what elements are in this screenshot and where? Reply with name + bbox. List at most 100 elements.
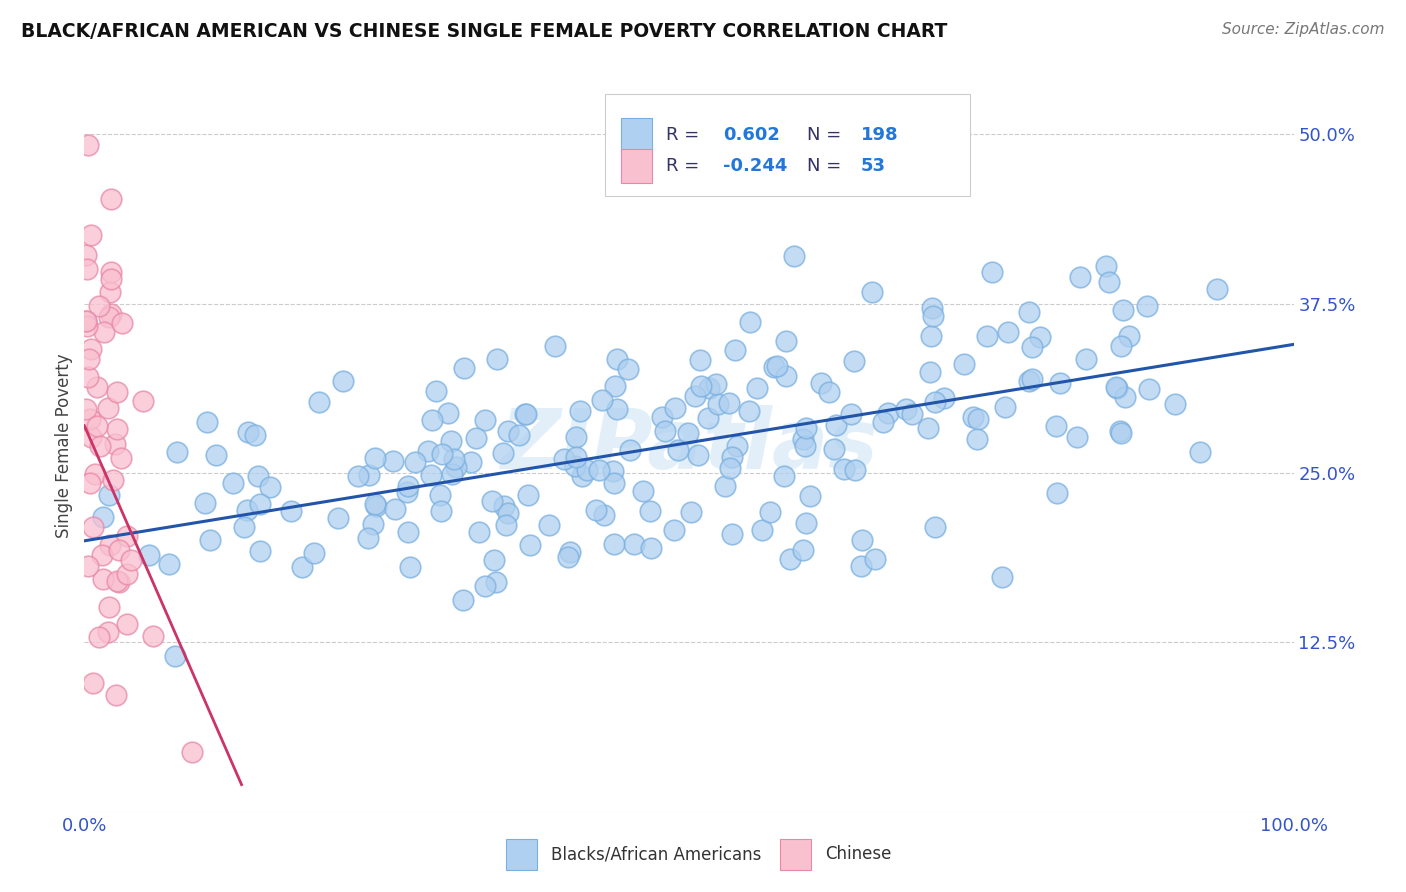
Point (569, 404, 592, 418)
Point (1069, 270, 1091, 285)
Point (707, 397, 730, 411)
Point (810, 376, 832, 391)
Point (631, 483, 654, 498)
Point (720, 450, 742, 464)
Point (205, 449, 228, 463)
Point (1029, 330, 1052, 344)
Point (920, 329, 942, 343)
Point (100, 192, 122, 206)
Point (361, 516, 384, 531)
Point (1136, 299, 1159, 313)
Point (557, 549, 579, 564)
Point (247, 468, 270, 483)
Point (249, 497, 271, 511)
Point (460, 455, 482, 469)
Point (80, 342, 103, 356)
Text: N =: N = (807, 126, 841, 144)
Point (104, 436, 127, 450)
Point (738, 404, 761, 418)
Point (384, 502, 406, 516)
Point (1164, 397, 1187, 411)
Point (823, 442, 845, 456)
Point (894, 401, 917, 416)
Point (953, 357, 976, 371)
Point (474, 579, 496, 593)
Point (513, 407, 536, 421)
Point (93, 325, 115, 339)
Point (606, 402, 628, 417)
Point (724, 343, 747, 357)
Point (1049, 376, 1071, 390)
Point (575, 463, 598, 477)
Point (101, 473, 124, 487)
Point (396, 525, 419, 540)
Point (619, 442, 641, 457)
Point (105, 574, 128, 588)
Point (668, 442, 690, 457)
Text: Source: ZipAtlas.com: Source: ZipAtlas.com (1222, 22, 1385, 37)
Text: BLACK/AFRICAN AMERICAN VS CHINESE SINGLE FEMALE POVERTY CORRELATION CHART: BLACK/AFRICAN AMERICAN VS CHINESE SINGLE… (21, 22, 948, 41)
Point (75, 248, 97, 262)
Point (651, 410, 673, 425)
Point (492, 499, 515, 513)
Point (901, 407, 924, 421)
Y-axis label: Single Female Poverty: Single Female Poverty (55, 354, 73, 538)
Point (75, 314, 97, 328)
Point (565, 450, 588, 464)
Point (851, 558, 873, 573)
Point (1109, 339, 1132, 353)
Point (1066, 430, 1088, 444)
Point (98, 310, 121, 325)
Point (444, 460, 467, 475)
Point (553, 452, 575, 467)
Point (76, 138, 98, 153)
Point (120, 553, 142, 567)
Point (860, 285, 883, 299)
Point (558, 545, 581, 559)
Point (689, 352, 711, 367)
Point (763, 360, 786, 375)
Text: R =: R = (666, 157, 700, 175)
Point (817, 384, 839, 399)
Point (115, 567, 138, 582)
Point (515, 408, 537, 422)
Point (138, 548, 160, 562)
Point (86, 379, 108, 393)
Point (638, 503, 661, 517)
Point (794, 516, 817, 531)
Point (440, 434, 463, 449)
Point (75, 313, 97, 327)
Point (792, 542, 814, 557)
Point (364, 497, 387, 511)
Point (747, 381, 769, 395)
Point (232, 520, 254, 534)
Point (1074, 352, 1097, 367)
Point (606, 352, 628, 367)
Point (683, 389, 706, 403)
Point (326, 511, 349, 525)
Point (468, 525, 491, 540)
Text: 0.602: 0.602 (723, 126, 779, 144)
Point (165, 648, 187, 663)
Point (664, 401, 686, 415)
Point (1206, 282, 1229, 296)
Point (105, 385, 128, 400)
Point (1105, 380, 1128, 394)
Point (395, 485, 418, 500)
Point (872, 415, 894, 429)
Point (1105, 381, 1128, 395)
Point (704, 376, 727, 391)
Point (603, 536, 626, 550)
Point (591, 392, 613, 407)
Point (486, 352, 509, 367)
Point (76, 261, 98, 276)
Point (357, 468, 380, 483)
Point (87, 299, 110, 313)
Point (654, 424, 676, 438)
Point (966, 432, 988, 446)
Point (565, 430, 588, 444)
Point (111, 316, 134, 330)
Point (441, 467, 464, 481)
Point (97, 600, 120, 615)
Point (605, 379, 627, 393)
